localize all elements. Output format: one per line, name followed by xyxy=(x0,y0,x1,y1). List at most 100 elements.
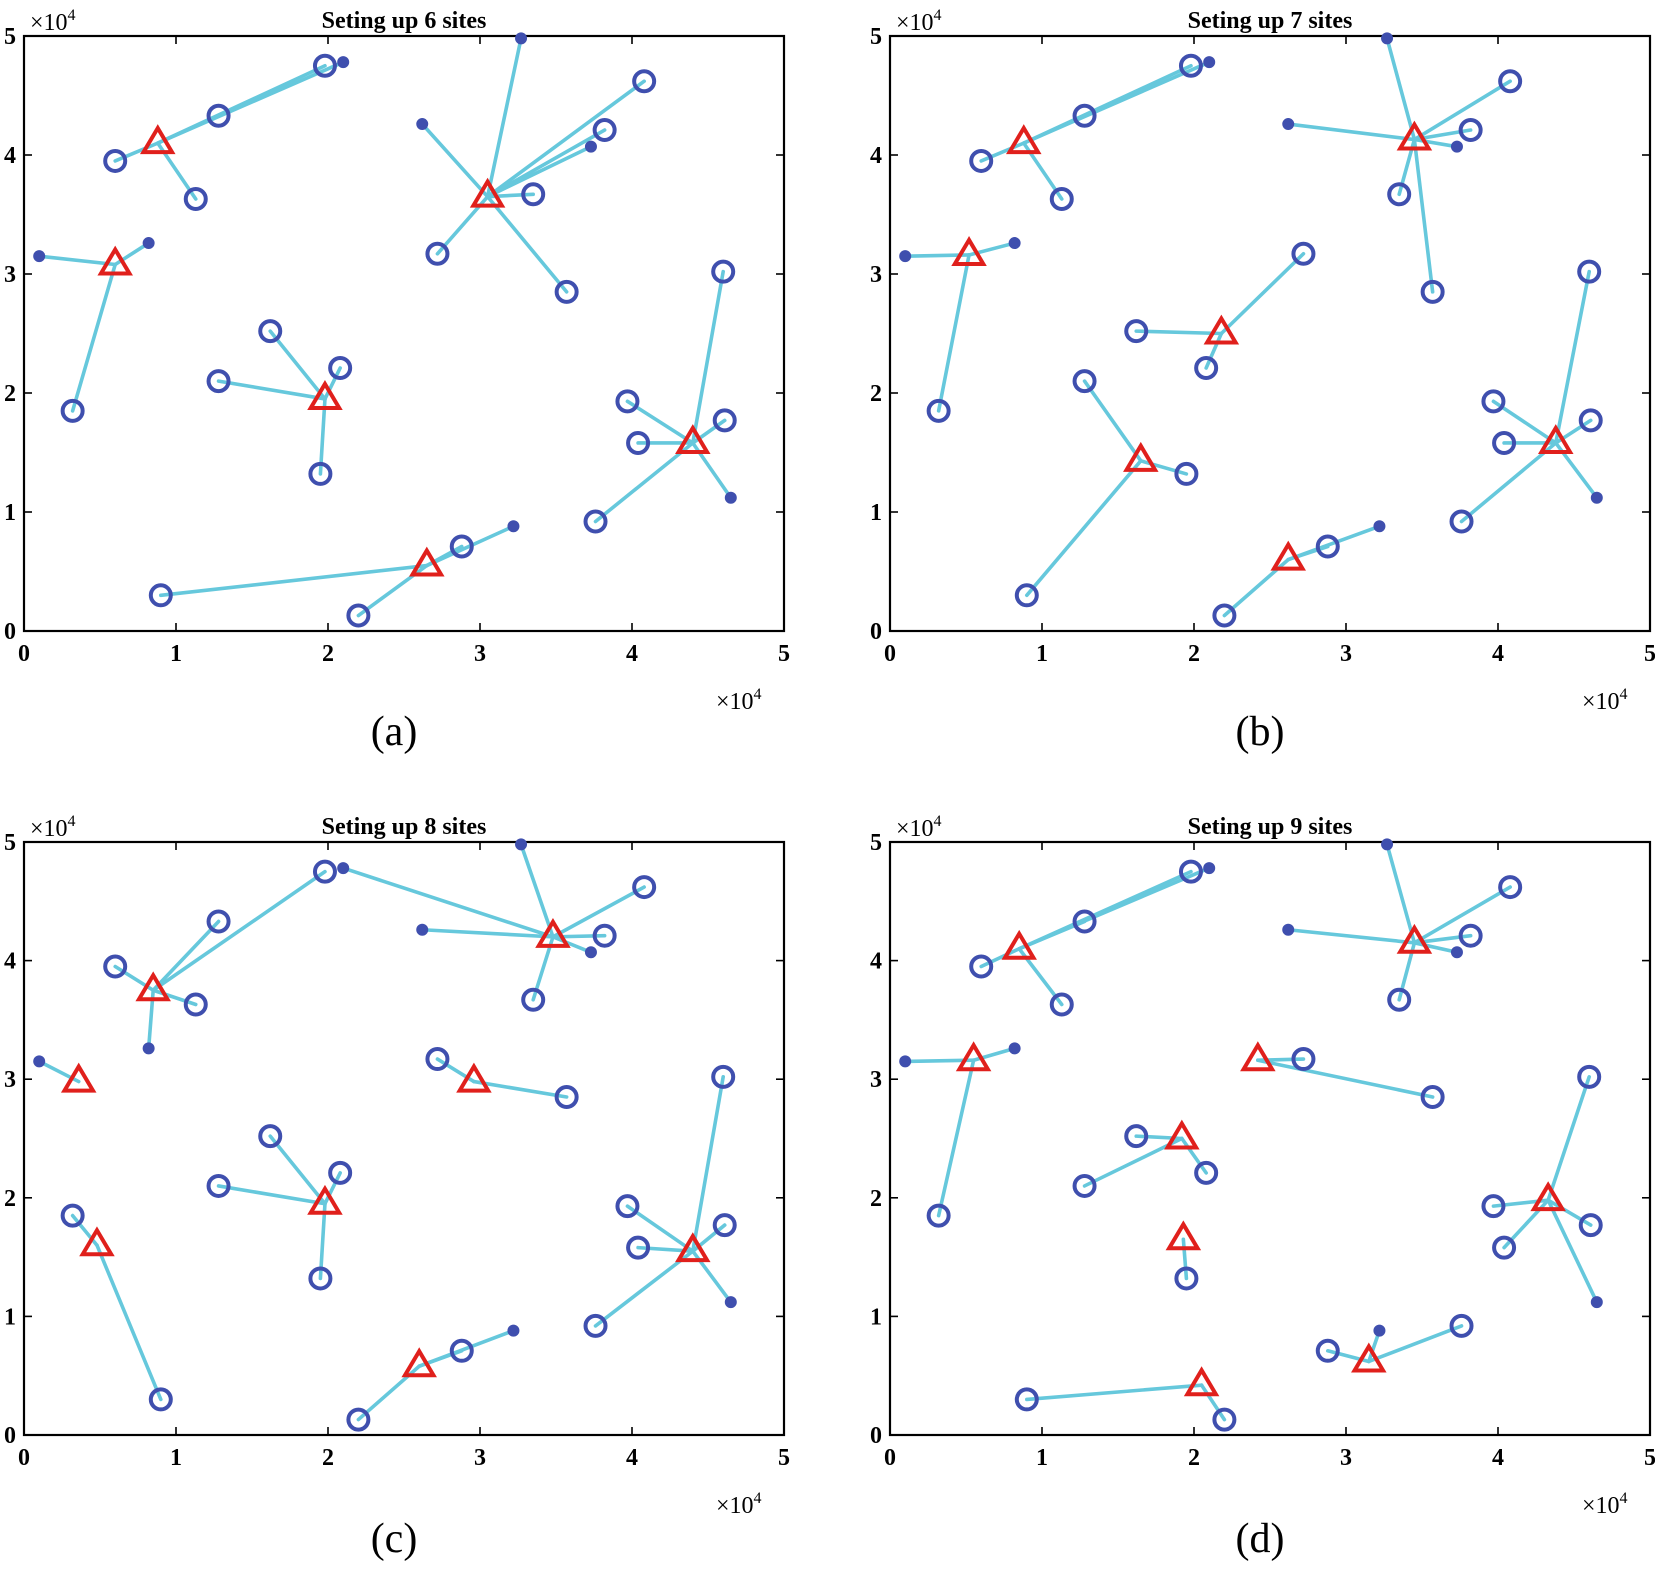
facility-site-marker xyxy=(409,546,445,577)
customer-point xyxy=(1498,875,1523,900)
assignment-link xyxy=(1021,60,1211,145)
customer-point xyxy=(1315,1338,1340,1363)
y-tick-label: 5 xyxy=(870,24,882,50)
assignment-link xyxy=(1286,122,1417,142)
chart-panel-d: 0 1 2 3 4 5 0 1 2 3 4 5 ×104 ×104 Seting up 9 sites (d) xyxy=(870,813,1655,1562)
customer-point xyxy=(416,923,429,936)
assignment-link xyxy=(1412,137,1459,149)
customer-point xyxy=(626,1235,651,1260)
chart-panel-b: 0 1 2 3 4 5 0 1 2 3 4 5 ×104 ×104 Seting up 7 sites (b) xyxy=(870,7,1655,755)
y-tick-label: 3 xyxy=(4,262,16,288)
customer-point xyxy=(33,1055,46,1068)
assignment-link xyxy=(318,397,327,476)
y-exponent-label: ×104 xyxy=(896,813,942,842)
assignment-link xyxy=(268,1134,327,1206)
assignment-link xyxy=(420,927,555,939)
customer-point xyxy=(1577,1064,1602,1089)
customer-point xyxy=(1315,534,1340,559)
facility-site-marker xyxy=(401,1347,437,1378)
facility-site-marker xyxy=(951,236,987,266)
customer-point xyxy=(1072,1173,1097,1198)
y-tick-label: 2 xyxy=(4,381,16,407)
customer-point xyxy=(346,1407,371,1432)
customer-point xyxy=(584,946,597,959)
customer-point xyxy=(312,859,337,884)
customer-point xyxy=(416,118,429,131)
assignment-link xyxy=(1181,1237,1189,1281)
assignment-link xyxy=(1412,941,1459,955)
y-tick-label: 3 xyxy=(870,1067,882,1093)
customer-point xyxy=(584,140,597,153)
y-tick-label: 5 xyxy=(870,830,882,856)
chart-panel-a: 0 1 2 3 4 5 0 1 2 3 4 5 ×104 ×104 Seting up 6 sites (a) xyxy=(4,7,790,755)
assignment-link xyxy=(70,1213,99,1248)
x-tick-label: 2 xyxy=(322,641,334,667)
assignment-link xyxy=(593,441,695,524)
customer-point xyxy=(1449,509,1474,534)
customer-point xyxy=(1174,461,1199,486)
customer-point xyxy=(1590,491,1603,504)
y-tick-label: 0 xyxy=(4,619,16,645)
assignment-link xyxy=(936,1058,976,1218)
customer-point xyxy=(1124,1124,1149,1149)
y-exponent-label: ×104 xyxy=(30,7,76,36)
assignment-link xyxy=(1025,459,1143,598)
customer-point xyxy=(554,1084,579,1109)
y-tick-label: 0 xyxy=(870,619,882,645)
assignment-link xyxy=(551,935,593,955)
customer-point xyxy=(425,241,450,266)
customer-point xyxy=(206,909,231,934)
assignment-link xyxy=(341,866,555,939)
x-tick-label: 1 xyxy=(1036,641,1048,667)
customer-point xyxy=(337,862,350,875)
y-tick-label: 1 xyxy=(4,1304,16,1330)
y-tick-label: 0 xyxy=(4,1423,16,1449)
customer-point xyxy=(142,237,155,250)
customer-point xyxy=(1381,32,1394,45)
customer-point xyxy=(1420,1084,1445,1109)
customer-point xyxy=(1212,1407,1237,1432)
customer-point xyxy=(183,187,208,212)
x-tick-label: 0 xyxy=(884,641,896,667)
customer-point xyxy=(1008,237,1021,250)
y-exponent-label: ×104 xyxy=(896,7,942,36)
y-tick-label: 1 xyxy=(870,500,882,526)
y-tick-label: 3 xyxy=(4,1067,16,1093)
assignment-link xyxy=(323,1171,342,1206)
x-tick-label: 2 xyxy=(1188,1445,1200,1471)
assignment-link xyxy=(1385,842,1417,945)
assignment-link xyxy=(70,262,117,413)
assignment-link xyxy=(151,988,198,1007)
panel-caption: (a) xyxy=(371,709,418,755)
assignment-link xyxy=(1134,329,1224,336)
chart-title: Seting up 6 sites xyxy=(322,8,487,34)
customer-point xyxy=(1203,862,1216,875)
x-tick-label: 4 xyxy=(1492,1445,1504,1471)
customer-point xyxy=(1178,53,1203,78)
customer-point xyxy=(103,954,128,979)
plot-frame xyxy=(888,34,1652,633)
customer-point xyxy=(926,398,951,423)
panel-caption: (c) xyxy=(371,1516,418,1562)
assignment-link xyxy=(1219,251,1306,336)
facility-site-marker xyxy=(1530,1181,1566,1212)
y-tick-label: 4 xyxy=(4,143,16,169)
customer-point xyxy=(615,389,640,414)
customer-point xyxy=(1481,1194,1506,1219)
assignment-link xyxy=(979,946,1022,969)
x-tick-label: 4 xyxy=(626,641,638,667)
assignment-link xyxy=(472,1079,569,1099)
x-tick-label: 4 xyxy=(1492,641,1504,667)
customer-point xyxy=(1387,987,1412,1012)
customer-point xyxy=(515,32,528,45)
customer-point xyxy=(1590,1296,1603,1309)
customer-point xyxy=(449,534,474,559)
customer-point xyxy=(507,1324,520,1337)
facility-site-marker xyxy=(307,1184,343,1215)
assignment-link xyxy=(1546,1198,1599,1304)
customer-point xyxy=(206,369,231,394)
customer-point xyxy=(1373,520,1386,533)
assignment-link xyxy=(1017,866,1211,951)
facility-site-marker xyxy=(1351,1342,1387,1373)
customer-point xyxy=(1577,259,1602,284)
